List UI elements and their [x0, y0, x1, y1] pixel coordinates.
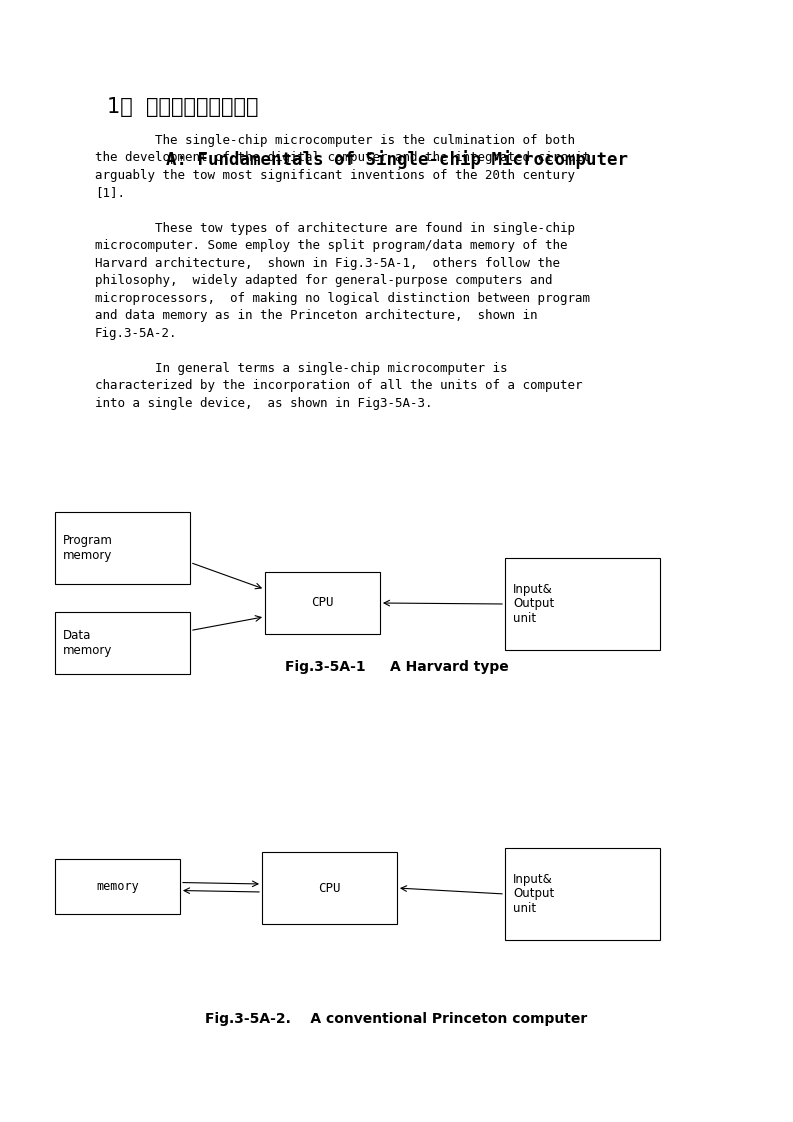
Text: Input&
Output
unit: Input& Output unit — [513, 873, 554, 916]
Bar — [505, 848, 660, 940]
Text: microcomputer. Some employ the split program/data memory of the: microcomputer. Some employ the split pro… — [95, 239, 568, 252]
Bar — [505, 558, 660, 650]
Text: the development of the digital computer and the integrated circuit: the development of the digital computer … — [95, 151, 590, 165]
Text: Fig.3-5A-2.    A conventional Princeton computer: Fig.3-5A-2. A conventional Princeton com… — [205, 1012, 588, 1026]
Text: Program
memory: Program memory — [63, 534, 113, 562]
Text: arguably the tow most significant inventions of the 20th century: arguably the tow most significant invent… — [95, 169, 575, 182]
Text: Fig.3-5A-2.: Fig.3-5A-2. — [95, 327, 178, 340]
Bar — [55, 859, 180, 914]
Text: A: Fundamentals of Single-chip Microcomputer: A: Fundamentals of Single-chip Microcomp… — [166, 150, 627, 168]
Text: CPU: CPU — [311, 597, 334, 609]
Bar — [262, 852, 397, 925]
Text: and data memory as in the Princeton architecture,  shown in: and data memory as in the Princeton arch… — [95, 309, 538, 322]
Text: These tow types of architecture are found in single-chip: These tow types of architecture are foun… — [95, 221, 575, 234]
Bar — [265, 572, 380, 634]
Text: memory: memory — [96, 880, 139, 893]
Text: Fig.3-5A-1     A Harvard type: Fig.3-5A-1 A Harvard type — [285, 660, 508, 674]
Text: 1、  外文原文（复印件）: 1、 外文原文（复印件） — [107, 96, 259, 117]
Text: In general terms a single-chip microcomputer is: In general terms a single-chip microcomp… — [95, 361, 508, 375]
Text: into a single device,  as shown in Fig3-5A-3.: into a single device, as shown in Fig3-5… — [95, 396, 432, 410]
Text: Harvard architecture,  shown in Fig.3-5A-1,  others follow the: Harvard architecture, shown in Fig.3-5A-… — [95, 257, 560, 269]
Text: Input&
Output
unit: Input& Output unit — [513, 582, 554, 625]
Text: CPU: CPU — [318, 882, 341, 894]
Text: Data
memory: Data memory — [63, 629, 113, 657]
Text: The single-chip microcomputer is the culmination of both: The single-chip microcomputer is the cul… — [95, 134, 575, 147]
Text: characterized by the incorporation of all the units of a computer: characterized by the incorporation of al… — [95, 379, 583, 392]
Text: microprocessors,  of making no logical distinction between program: microprocessors, of making no logical di… — [95, 292, 590, 304]
Text: [1].: [1]. — [95, 186, 125, 200]
Bar — [55, 611, 190, 674]
Text: philosophy,  widely adapted for general-purpose computers and: philosophy, widely adapted for general-p… — [95, 274, 553, 287]
Bar — [55, 512, 190, 583]
